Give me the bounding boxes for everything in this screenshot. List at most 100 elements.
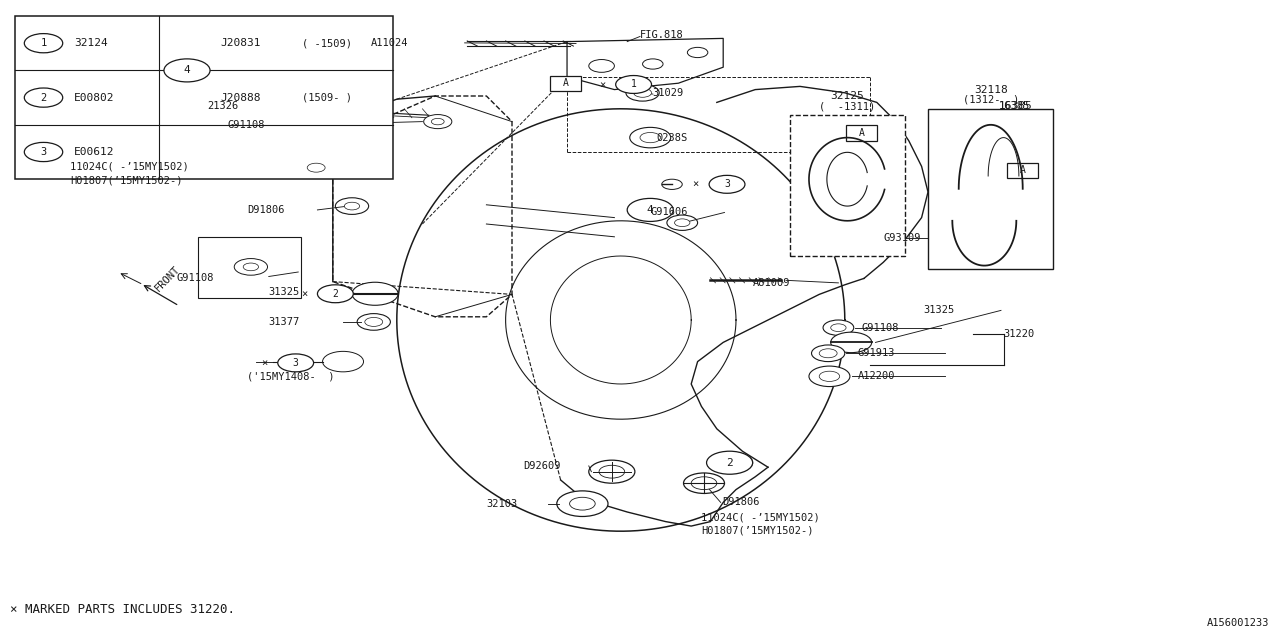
Text: ×: ×: [261, 358, 268, 368]
Text: ×: ×: [692, 179, 699, 189]
Circle shape: [557, 491, 608, 516]
Circle shape: [643, 59, 663, 69]
Circle shape: [243, 263, 259, 271]
Circle shape: [626, 84, 659, 101]
Circle shape: [687, 47, 708, 58]
Text: 31377: 31377: [269, 317, 300, 327]
Circle shape: [627, 198, 673, 221]
Text: × MARKED PARTS INCLUDES 31220.: × MARKED PARTS INCLUDES 31220.: [10, 603, 236, 616]
Text: G91606: G91606: [650, 207, 687, 218]
Text: 1: 1: [631, 79, 636, 90]
Circle shape: [323, 351, 364, 372]
Circle shape: [335, 198, 369, 214]
Text: ('15MY1408-  ): ('15MY1408- ): [247, 371, 334, 381]
Text: 32124: 32124: [74, 38, 108, 48]
Text: 2: 2: [333, 289, 338, 299]
Bar: [928, 109, 1053, 269]
Circle shape: [234, 259, 268, 275]
Circle shape: [819, 349, 837, 358]
Circle shape: [691, 477, 717, 490]
Text: 16385: 16385: [998, 101, 1032, 111]
Circle shape: [164, 59, 210, 82]
Text: 11024C( -’15MY1502): 11024C( -’15MY1502): [701, 512, 820, 522]
Circle shape: [24, 142, 63, 161]
Text: 21326: 21326: [207, 100, 238, 111]
Text: G91108: G91108: [861, 323, 899, 333]
Text: 1: 1: [41, 38, 46, 48]
Circle shape: [24, 88, 63, 107]
Text: 31325: 31325: [923, 305, 954, 316]
Circle shape: [634, 88, 652, 97]
Text: ×: ×: [599, 79, 605, 90]
Text: ×: ×: [301, 289, 307, 299]
Text: 2: 2: [730, 458, 735, 468]
Text: 32118: 32118: [974, 84, 1007, 95]
Circle shape: [24, 33, 63, 53]
Text: J20888: J20888: [220, 93, 261, 102]
Text: 3: 3: [293, 358, 298, 368]
Text: A156001233: A156001233: [1207, 618, 1270, 628]
Text: E00612: E00612: [74, 147, 115, 157]
Text: A: A: [1020, 165, 1025, 175]
Text: A11024: A11024: [371, 38, 408, 48]
Circle shape: [630, 127, 671, 148]
Text: 31220: 31220: [1004, 329, 1034, 339]
Circle shape: [640, 132, 660, 143]
Text: (1312-  ): (1312- ): [963, 95, 1019, 105]
Bar: [198, 237, 301, 298]
Text: A: A: [563, 78, 568, 88]
Circle shape: [307, 163, 325, 172]
Circle shape: [819, 371, 840, 381]
Text: G93109: G93109: [883, 233, 920, 243]
Text: 11024C( -’15MY1502): 11024C( -’15MY1502): [70, 161, 189, 172]
Text: 0238S: 0238S: [657, 132, 687, 143]
Circle shape: [712, 452, 753, 473]
Bar: [790, 115, 905, 256]
Circle shape: [365, 317, 383, 326]
Text: E00802: E00802: [74, 93, 115, 102]
Circle shape: [344, 202, 360, 210]
Text: 31325: 31325: [269, 287, 300, 298]
Circle shape: [675, 219, 690, 227]
Circle shape: [589, 460, 635, 483]
Text: H01807(’15MY1502-): H01807(’15MY1502-): [70, 175, 183, 186]
Text: D91806: D91806: [247, 205, 284, 215]
Text: G91913: G91913: [858, 348, 895, 358]
Bar: [846, 125, 877, 141]
Text: G91108: G91108: [177, 273, 214, 283]
Circle shape: [431, 118, 444, 125]
Circle shape: [298, 159, 334, 177]
Text: FRONT: FRONT: [154, 264, 183, 293]
Text: 4: 4: [183, 65, 191, 76]
Text: J20831: J20831: [220, 38, 261, 48]
Text: 32125: 32125: [831, 91, 864, 101]
Circle shape: [823, 320, 854, 335]
Circle shape: [831, 324, 846, 332]
Text: 31029: 31029: [653, 88, 684, 98]
Bar: [15, 16, 393, 179]
Text: D91806: D91806: [722, 497, 759, 508]
Text: H01807(’15MY1502-): H01807(’15MY1502-): [701, 525, 814, 536]
Text: ( -1509): ( -1509): [302, 38, 352, 48]
Circle shape: [599, 465, 625, 478]
Text: G91108: G91108: [228, 120, 265, 130]
Text: A81009: A81009: [753, 278, 790, 288]
Text: (1509- ): (1509- ): [302, 93, 352, 102]
Text: 2: 2: [726, 458, 733, 468]
Circle shape: [809, 366, 850, 387]
Text: 32103: 32103: [486, 499, 517, 509]
Bar: [1007, 163, 1038, 178]
Circle shape: [424, 115, 452, 129]
Circle shape: [684, 473, 724, 493]
Circle shape: [317, 285, 353, 303]
Text: FIG.818: FIG.818: [640, 30, 684, 40]
Circle shape: [709, 175, 745, 193]
Circle shape: [352, 282, 398, 305]
Bar: [550, 76, 581, 91]
Text: A12200: A12200: [858, 371, 895, 381]
Circle shape: [845, 232, 870, 244]
Circle shape: [812, 345, 845, 362]
Text: 16385: 16385: [998, 101, 1029, 111]
Circle shape: [616, 76, 652, 93]
Text: (  -1311): ( -1311): [819, 101, 876, 111]
